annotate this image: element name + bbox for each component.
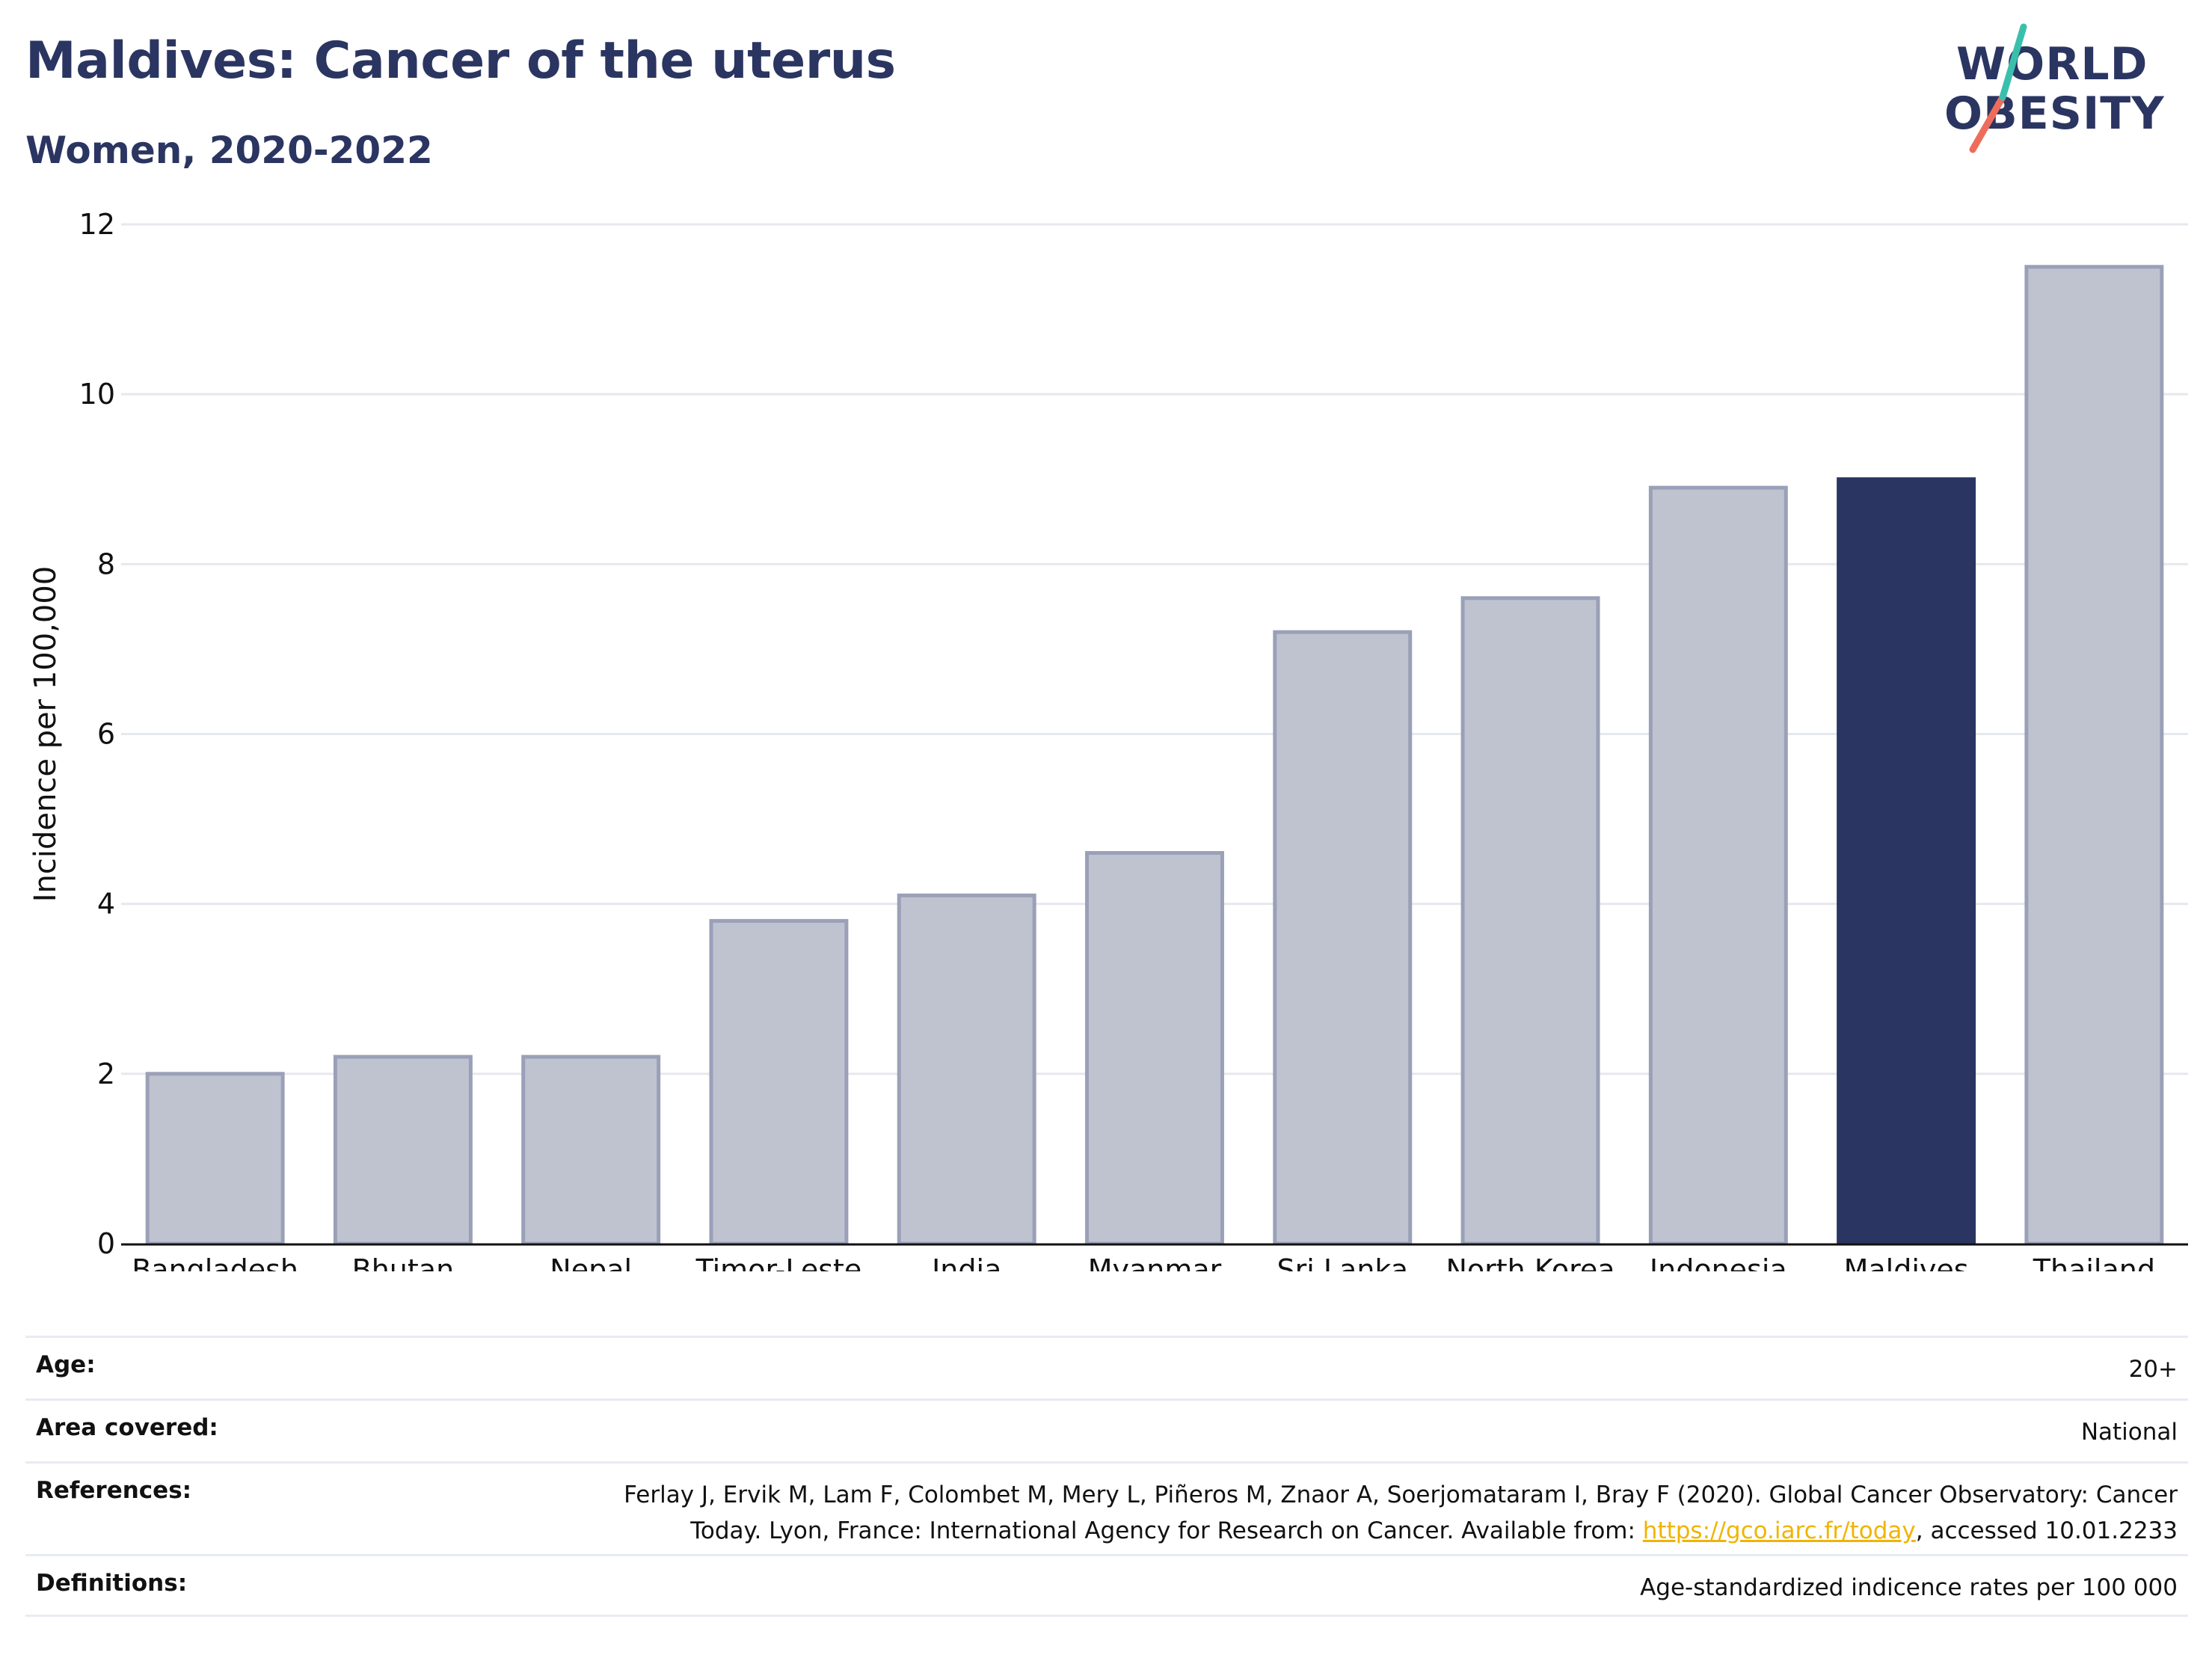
y-tick-label: 2 bbox=[97, 1057, 115, 1090]
logo-slash-icon bbox=[1969, 23, 2027, 153]
references-text-line1: Ferlay J, Ervik M, Lam F, Colombet M, Me… bbox=[624, 1481, 2178, 1508]
references-text-accessed: , accessed 10.01.2233 bbox=[1915, 1517, 2178, 1544]
x-tick-label: Timor-Leste bbox=[695, 1253, 862, 1271]
bar-indonesia bbox=[1648, 485, 1788, 1246]
area-value: National bbox=[2080, 1419, 2178, 1446]
references-value: Ferlay J, Ervik M, Lam F, Colombet M, Me… bbox=[624, 1477, 2178, 1549]
y-axis-label: Incidence per 100,000 bbox=[28, 566, 63, 903]
age-value: 20+ bbox=[2128, 1356, 2178, 1383]
x-tick-label: Thailand bbox=[2033, 1253, 2155, 1271]
definitions-label: Definitions: bbox=[36, 1570, 188, 1597]
references-link[interactable]: https://gco.iarc.fr/today bbox=[1642, 1517, 1916, 1544]
y-tick-label: 4 bbox=[97, 888, 115, 921]
bar-north-korea bbox=[1460, 596, 1600, 1246]
bar-nepal bbox=[521, 1054, 661, 1246]
y-tick-label: 0 bbox=[97, 1227, 115, 1260]
bar-chart: 0 2 4 6 8 10 12 Bangladesh Bhutan Nepal Timor-Les… bbox=[28, 208, 2188, 1271]
bar-india bbox=[897, 893, 1036, 1246]
x-tick-labels: Bangladesh Bhutan Nepal Timor-Leste India Mya… bbox=[132, 1253, 2155, 1271]
x-tick-label: Maldives bbox=[1844, 1253, 1969, 1271]
age-label: Age: bbox=[36, 1351, 96, 1378]
area-row: Area covered: National bbox=[25, 1398, 2188, 1461]
bar-maldives bbox=[1837, 477, 1976, 1246]
y-tick-labels: 0 2 4 6 8 10 12 bbox=[79, 208, 115, 1260]
chart-title: Maldives: Cancer of the uterus bbox=[25, 31, 896, 90]
bar-thailand bbox=[2024, 265, 2164, 1246]
bar-bangladesh bbox=[145, 1072, 285, 1246]
x-tick-label: Nepal bbox=[550, 1253, 632, 1271]
age-row: Age: 20+ bbox=[25, 1336, 2188, 1398]
y-tick-label: 10 bbox=[79, 378, 115, 411]
bar-sri-lanka bbox=[1273, 630, 1413, 1246]
area-label: Area covered: bbox=[36, 1414, 218, 1441]
bar-timor-leste bbox=[709, 918, 849, 1246]
bars bbox=[145, 265, 2164, 1246]
x-tick-label: Bhutan bbox=[352, 1253, 455, 1271]
x-tick-label: Bangladesh bbox=[132, 1253, 298, 1271]
chart-subtitle: Women, 2020-2022 bbox=[25, 129, 433, 172]
definitions-value: Age-standardized indicence rates per 100… bbox=[1640, 1574, 2178, 1601]
x-tick-label: Myanmar bbox=[1088, 1253, 1222, 1271]
metadata-table: Age: 20+ Area covered: National Referenc… bbox=[25, 1336, 2188, 1617]
definitions-row: Definitions: Age-standardized indicence … bbox=[25, 1554, 2188, 1617]
x-tick-label: India bbox=[932, 1253, 1001, 1271]
bar-bhutan bbox=[333, 1054, 473, 1246]
references-row: References: Ferlay J, Ervik M, Lam F, Co… bbox=[25, 1461, 2188, 1554]
world-obesity-logo: WORLD OBESITY bbox=[1944, 22, 2199, 157]
y-tick-label: 8 bbox=[97, 547, 115, 580]
x-tick-label: North Korea bbox=[1446, 1253, 1615, 1271]
references-label: References: bbox=[36, 1477, 192, 1504]
logo-word-world: WORLD bbox=[1956, 38, 2148, 90]
x-tick-label: Indonesia bbox=[1650, 1253, 1787, 1271]
y-tick-label: 6 bbox=[97, 718, 115, 751]
references-text-line2: Today. Lyon, France: International Agenc… bbox=[690, 1517, 1643, 1544]
y-tick-label: 12 bbox=[79, 208, 115, 241]
bar-myanmar bbox=[1085, 851, 1224, 1246]
x-tick-label: Sri Lanka bbox=[1276, 1253, 1408, 1271]
